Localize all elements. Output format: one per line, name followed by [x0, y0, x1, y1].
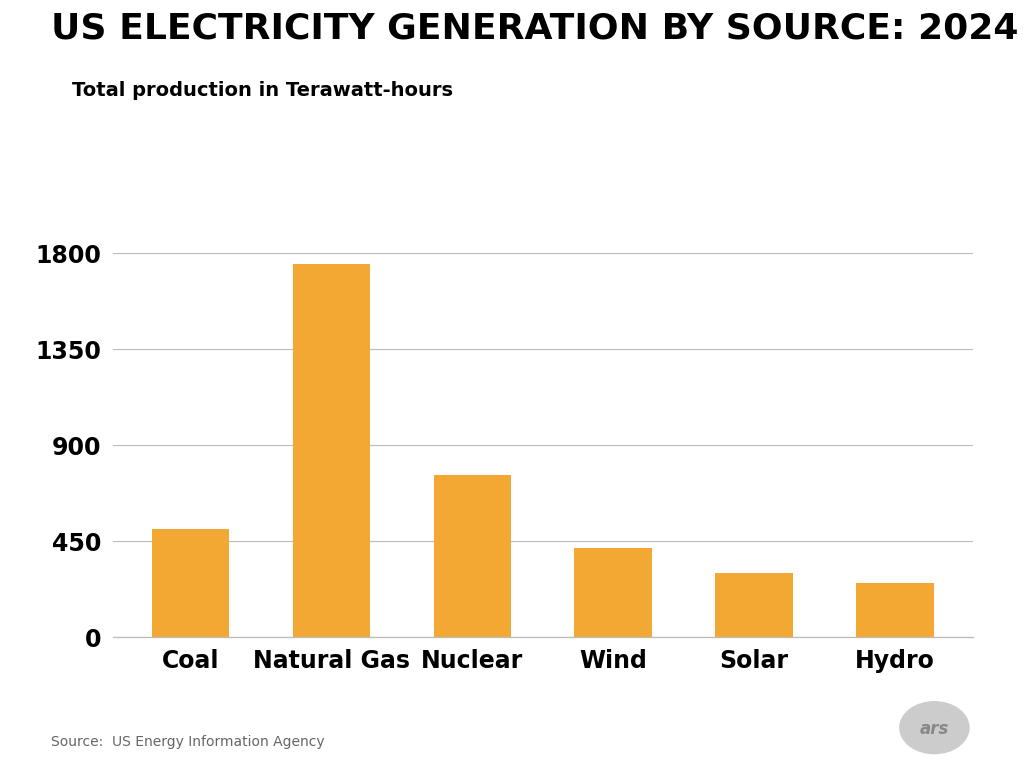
- Text: US ELECTRICITY GENERATION BY SOURCE: 2024 JAN-NOV: US ELECTRICITY GENERATION BY SOURCE: 202…: [51, 12, 1024, 45]
- Bar: [433, 475, 511, 637]
- Text: Source:  US Energy Information Agency: Source: US Energy Information Agency: [51, 735, 325, 749]
- Bar: [293, 264, 370, 637]
- Bar: [152, 528, 229, 637]
- Text: ars: ars: [920, 720, 949, 738]
- Text: Total production in Terawatt-hours: Total production in Terawatt-hours: [72, 81, 453, 100]
- Bar: [856, 583, 934, 637]
- Bar: [716, 574, 793, 637]
- Circle shape: [900, 702, 969, 753]
- Bar: [574, 548, 652, 637]
